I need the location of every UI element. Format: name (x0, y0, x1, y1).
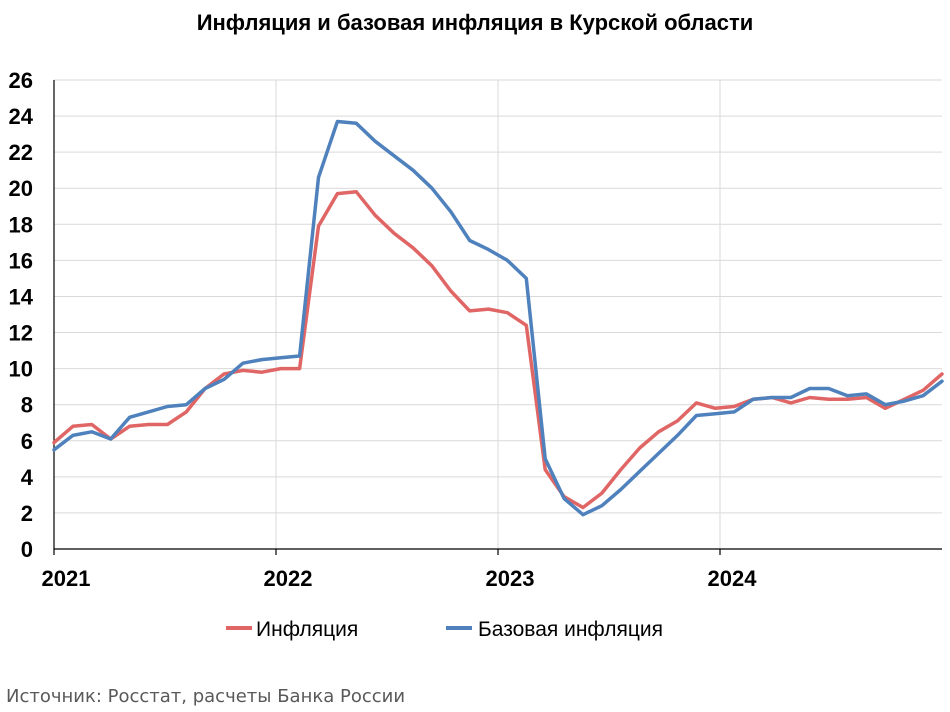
y-tick-label: 10 (9, 357, 33, 382)
x-tick-label: 2023 (486, 566, 535, 591)
legend-label-inflation: Инфляция (256, 618, 358, 641)
series-line-core-inflation (52, 119, 944, 517)
y-tick-label: 12 (9, 321, 33, 346)
series-lines (52, 119, 944, 517)
y-tick-label: 2 (21, 501, 33, 526)
axes (53, 80, 942, 555)
gridlines (54, 79, 942, 549)
y-tick-label: 20 (9, 176, 33, 201)
x-tick-label: 2024 (708, 566, 758, 591)
x-tick-label: 2021 (42, 566, 91, 591)
y-tick-label: 18 (9, 212, 33, 237)
chart-title: Инфляция и базовая инфляция в Курской об… (196, 10, 754, 35)
y-tick-label: 26 (9, 68, 33, 93)
y-tick-label: 22 (9, 140, 33, 165)
legend-label-core-inflation: Базовая инфляция (478, 618, 663, 641)
y-tick-label: 4 (21, 465, 34, 490)
legend: Инфляция Базовая инфляция (226, 618, 663, 641)
y-tick-label: 16 (9, 248, 33, 273)
y-tick-label: 24 (9, 104, 34, 129)
y-tick-label: 8 (21, 393, 33, 418)
x-tick-labels: 2021 2022 2023 2024 (42, 566, 758, 591)
y-tick-label: 6 (21, 429, 33, 454)
source-note: Источник: Росстат, расчеты Банка России (6, 686, 406, 707)
y-tick-label: 0 (21, 537, 33, 562)
x-tick-label: 2022 (264, 566, 313, 591)
y-tick-label: 14 (9, 284, 34, 309)
